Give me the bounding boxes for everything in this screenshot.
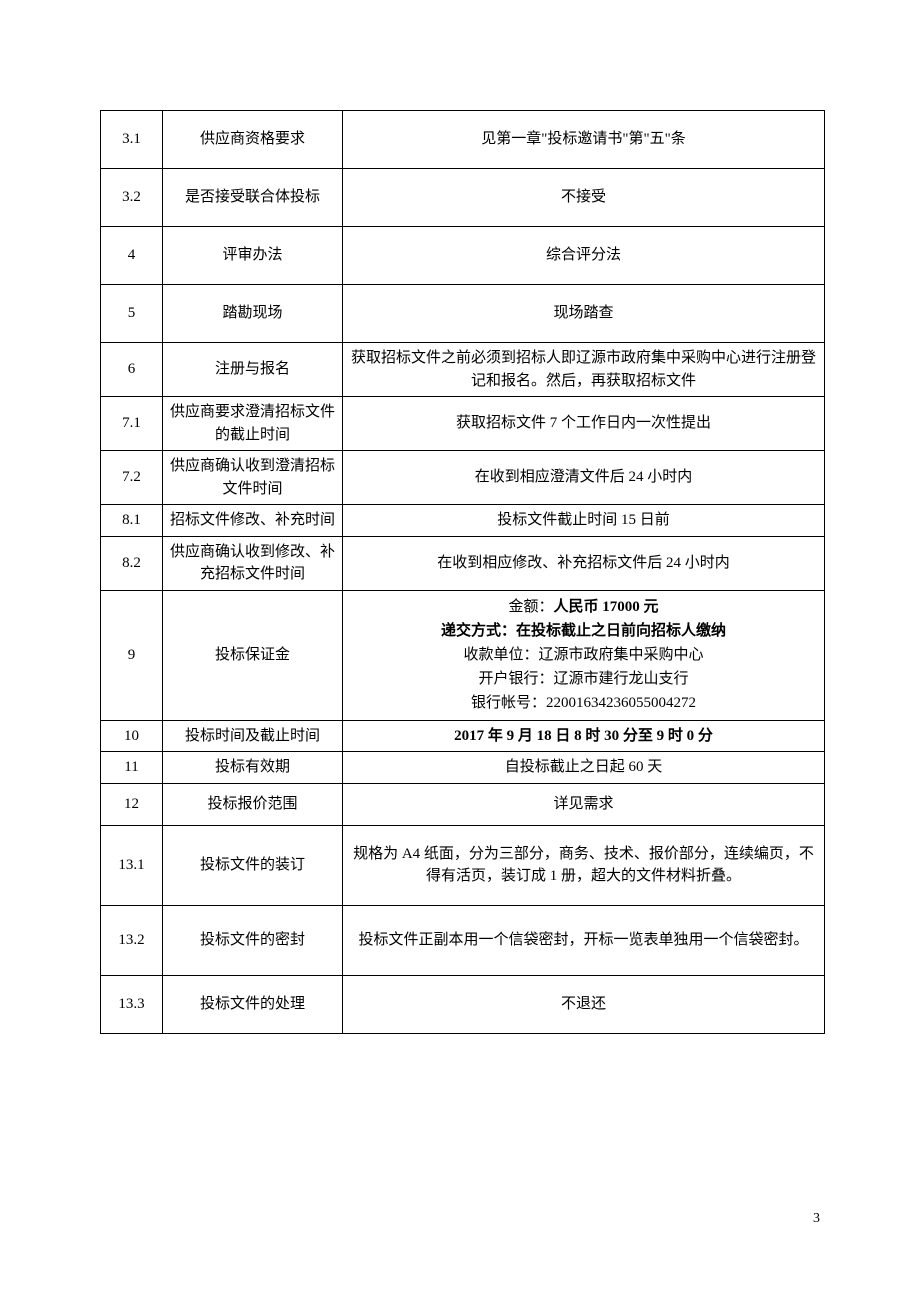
table-row: 12 投标报价范围 详见需求 [101,783,825,825]
row-content: 获取招标文件之前必须到招标人即辽源市政府集中采购中心进行注册登记和报名。然后，再… [343,343,825,397]
row-number: 10 [101,720,163,752]
row-content: 见第一章"投标邀请书"第"五"条 [343,111,825,169]
row-number: 7.1 [101,397,163,451]
row-content: 综合评分法 [343,227,825,285]
row-item: 投标报价范围 [163,783,343,825]
row-item: 投标文件的密封 [163,905,343,975]
table-row: 7.2 供应商确认收到澄清招标文件时间 在收到相应澄清文件后 24 小时内 [101,451,825,505]
row-item: 投标有效期 [163,752,343,784]
row-content: 投标文件正副本用一个信袋密封，开标一览表单独用一个信袋密封。 [343,905,825,975]
table-row: 10 投标时间及截止时间 2017 年 9 月 18 日 8 时 30 分至 9… [101,720,825,752]
table-row: 4 评审办法 综合评分法 [101,227,825,285]
row-number: 7.2 [101,451,163,505]
table-row: 3.2 是否接受联合体投标 不接受 [101,169,825,227]
table-row: 3.1 供应商资格要求 见第一章"投标邀请书"第"五"条 [101,111,825,169]
deposit-payee: 收款单位：辽源市政府集中采购中心 [349,643,818,667]
row-content: 详见需求 [343,783,825,825]
row-content: 投标文件截止时间 15 日前 [343,505,825,537]
row-number: 5 [101,285,163,343]
row-item: 踏勘现场 [163,285,343,343]
table-row: 13.3 投标文件的处理 不退还 [101,975,825,1033]
deposit-bank: 开户银行：辽源市建行龙山支行 [349,667,818,691]
row-number: 13.2 [101,905,163,975]
deposit-details: 金额：人民币 17000 元 递交方式：在投标截止之日前向招标人缴纳 收款单位：… [343,590,825,720]
row-item: 供应商确认收到澄清招标文件时间 [163,451,343,505]
deposit-account: 银行帐号：22001634236055004272 [349,691,818,715]
table-row: 11 投标有效期 自投标截止之日起 60 天 [101,752,825,784]
row-content: 不接受 [343,169,825,227]
row-item: 投标文件的处理 [163,975,343,1033]
page-number: 3 [813,1211,820,1227]
row-item: 投标文件的装订 [163,825,343,905]
row-item: 供应商资格要求 [163,111,343,169]
row-number: 6 [101,343,163,397]
amount-value: 人民币 17000 元 [554,599,659,615]
row-item: 投标时间及截止时间 [163,720,343,752]
table-row: 8.2 供应商确认收到修改、补充招标文件时间 在收到相应修改、补充招标文件后 2… [101,536,825,590]
table-row: 9 投标保证金 金额：人民币 17000 元 递交方式：在投标截止之日前向招标人… [101,590,825,720]
row-item: 招标文件修改、补充时间 [163,505,343,537]
row-item: 注册与报名 [163,343,343,397]
table-row: 13.1 投标文件的装订 规格为 A4 纸面，分为三部分，商务、技术、报价部分，… [101,825,825,905]
row-content: 自投标截止之日起 60 天 [343,752,825,784]
row-number: 3.1 [101,111,163,169]
row-number: 11 [101,752,163,784]
row-item: 是否接受联合体投标 [163,169,343,227]
row-content: 获取招标文件 7 个工作日内一次性提出 [343,397,825,451]
table-row: 8.1 招标文件修改、补充时间 投标文件截止时间 15 日前 [101,505,825,537]
bid-info-table: 3.1 供应商资格要求 见第一章"投标邀请书"第"五"条 3.2 是否接受联合体… [100,110,825,1034]
table-row: 7.1 供应商要求澄清招标文件的截止时间 获取招标文件 7 个工作日内一次性提出 [101,397,825,451]
row-number: 13.1 [101,825,163,905]
row-number: 9 [101,590,163,720]
row-content: 现场踏查 [343,285,825,343]
row-content: 在收到相应澄清文件后 24 小时内 [343,451,825,505]
row-number: 8.1 [101,505,163,537]
row-number: 8.2 [101,536,163,590]
row-number: 4 [101,227,163,285]
amount-label: 金额： [508,599,553,615]
row-number: 3.2 [101,169,163,227]
row-content: 在收到相应修改、补充招标文件后 24 小时内 [343,536,825,590]
row-number: 13.3 [101,975,163,1033]
deposit-method: 递交方式：在投标截止之日前向招标人缴纳 [349,619,818,643]
row-content: 规格为 A4 纸面，分为三部分，商务、技术、报价部分，连续编页，不得有活页，装订… [343,825,825,905]
deposit-amount-line: 金额：人民币 17000 元 [349,595,818,619]
row-content: 不退还 [343,975,825,1033]
row-number: 12 [101,783,163,825]
row-item: 评审办法 [163,227,343,285]
table-row: 13.2 投标文件的密封 投标文件正副本用一个信袋密封，开标一览表单独用一个信袋… [101,905,825,975]
table-row: 5 踏勘现场 现场踏查 [101,285,825,343]
row-content: 2017 年 9 月 18 日 8 时 30 分至 9 时 0 分 [343,720,825,752]
row-item: 投标保证金 [163,590,343,720]
row-item: 供应商确认收到修改、补充招标文件时间 [163,536,343,590]
row-item: 供应商要求澄清招标文件的截止时间 [163,397,343,451]
table-row: 6 注册与报名 获取招标文件之前必须到招标人即辽源市政府集中采购中心进行注册登记… [101,343,825,397]
